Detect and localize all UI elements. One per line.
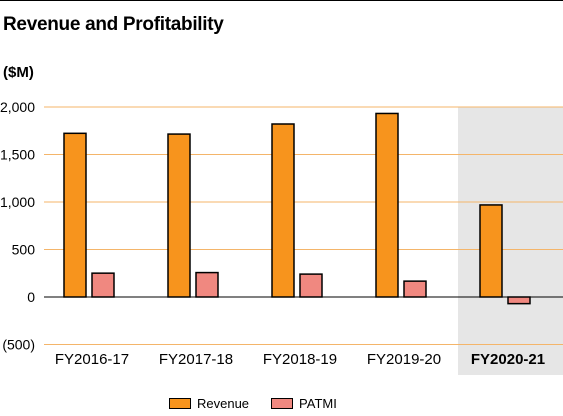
y-tick-label: 1,500 (0, 147, 35, 163)
patmi-bar (91, 272, 115, 298)
legend-swatch-revenue (169, 398, 191, 409)
y-tick-label: 500 (12, 242, 36, 258)
patmi-bar (403, 280, 427, 298)
revenue-bar (375, 112, 399, 298)
x-category-label: FY2016-17 (55, 351, 129, 368)
revenue-bar (63, 132, 87, 298)
highlight-band (458, 107, 563, 375)
x-category-label: FY2019-20 (367, 351, 441, 368)
unit-label: ($M) (3, 64, 34, 81)
patmi-bar (507, 296, 531, 305)
y-tick-label: 0 (27, 289, 35, 305)
x-category-label: FY2020-21 (471, 351, 545, 368)
legend-item-patmi: PATMI (271, 396, 337, 411)
revenue-bar (271, 123, 295, 298)
revenue-bar (479, 204, 503, 298)
x-category-label: FY2017-18 (159, 351, 233, 368)
legend-item-revenue: Revenue (169, 396, 249, 411)
y-tick-label: 2,000 (0, 99, 35, 115)
chart-legend: Revenue PATMI (169, 396, 359, 411)
patmi-bar (195, 271, 219, 298)
y-tick-label: (500) (2, 337, 35, 353)
bar-chart: (500) 0 500 1,000 1,500 2,000 FY2016-17 FY2017… (0, 99, 563, 375)
revenue-bar (167, 133, 191, 298)
legend-swatch-patmi (271, 398, 294, 409)
legend-label-patmi: PATMI (299, 396, 337, 411)
patmi-bar (299, 273, 323, 298)
chart-title: Revenue and Profitability (3, 14, 224, 35)
y-tick-label: 1,000 (0, 194, 35, 210)
x-category-label: FY2018-19 (263, 351, 337, 368)
top-rule (0, 0, 563, 1)
legend-label-revenue: Revenue (197, 396, 250, 411)
